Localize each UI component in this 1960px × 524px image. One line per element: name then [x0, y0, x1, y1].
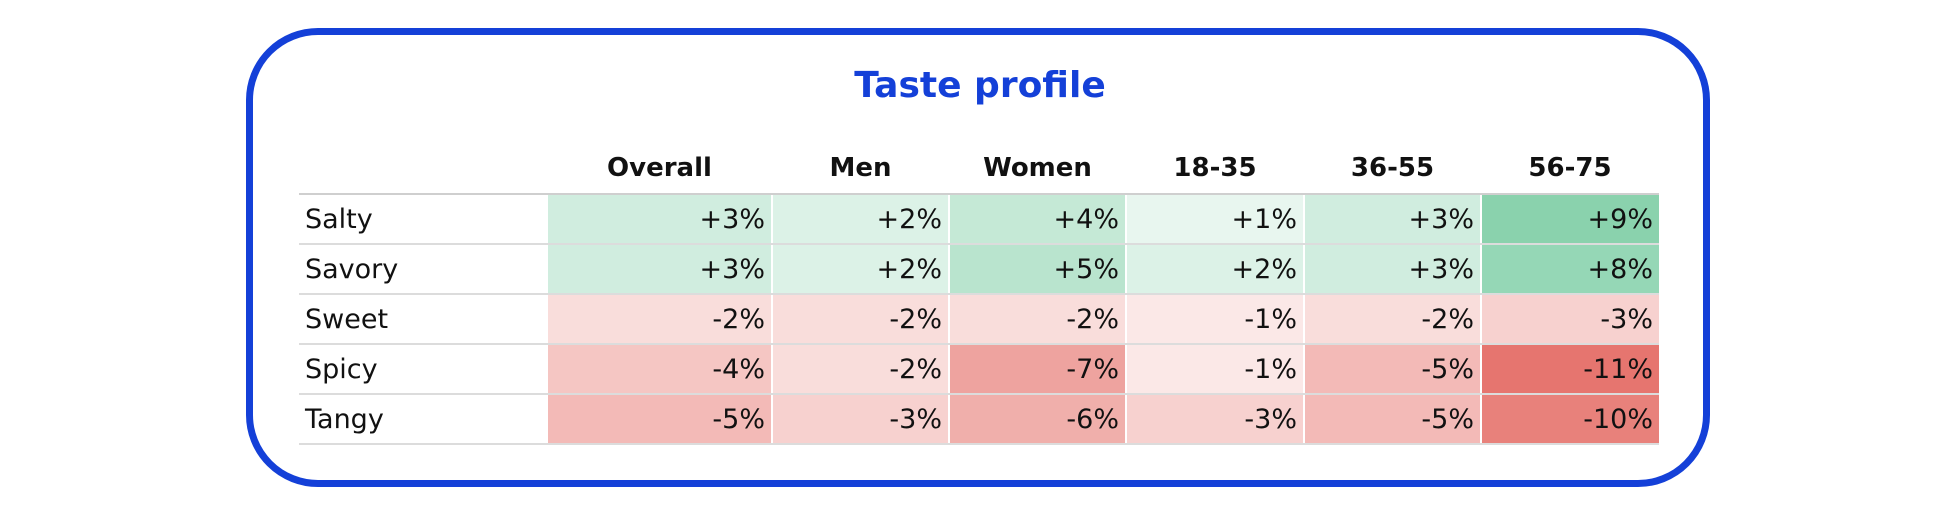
- row-label: Salty: [299, 194, 547, 245]
- heatmap-cell: +3%: [1303, 244, 1481, 295]
- heatmap-cell: +9%: [1480, 194, 1659, 245]
- column-header: Overall: [547, 143, 772, 195]
- column-header: 18-35: [1126, 143, 1304, 195]
- table-row: Sweet -2% -2% -2% -1% -2% -3%: [299, 294, 1659, 345]
- column-header: 36-55: [1304, 143, 1481, 195]
- heatmap-cell: -2%: [1303, 294, 1481, 345]
- heatmap-cell: -2%: [771, 294, 949, 345]
- heatmap-cell: -5%: [546, 394, 772, 445]
- column-header: Women: [949, 143, 1126, 195]
- heatmap-cell: -5%: [1303, 344, 1481, 395]
- heatmap-cell: -1%: [1125, 294, 1304, 345]
- heatmap-cell: -6%: [948, 394, 1126, 445]
- heatmap-cell: +4%: [948, 194, 1126, 245]
- row-label-header: [299, 143, 547, 195]
- row-label: Sweet: [299, 294, 547, 345]
- table-row: Tangy -5% -3% -6% -3% -5% -10%: [299, 394, 1659, 445]
- heatmap-cell: -4%: [546, 344, 772, 395]
- table-row: Savory +3% +2% +5% +2% +3% +8%: [299, 244, 1659, 295]
- heatmap-cell: -3%: [1125, 394, 1304, 445]
- heatmap-cell: -5%: [1303, 394, 1481, 445]
- heatmap-cell: -2%: [546, 294, 772, 345]
- column-header: Men: [772, 143, 949, 195]
- header-row: Overall Men Women 18-35 36-55 56-75: [299, 143, 1659, 195]
- row-label: Savory: [299, 244, 547, 295]
- heatmap-cell: +5%: [948, 244, 1126, 295]
- table-row: Spicy -4% -2% -7% -1% -5% -11%: [299, 344, 1659, 395]
- heatmap-cell: +3%: [546, 194, 772, 245]
- heatmap-cell: -11%: [1480, 344, 1659, 395]
- heatmap-cell: -3%: [771, 394, 949, 445]
- heatmap-cell: +8%: [1480, 244, 1659, 295]
- column-header: 56-75: [1481, 143, 1659, 195]
- heatmap-cell: +2%: [1125, 244, 1304, 295]
- row-label: Spicy: [299, 344, 547, 395]
- heatmap-table: Overall Men Women 18-35 36-55 56-75 Salt…: [299, 143, 1659, 445]
- heatmap-cell: +3%: [546, 244, 772, 295]
- chart-title: Taste profile: [854, 65, 1106, 106]
- heatmap-cell: -1%: [1125, 344, 1304, 395]
- row-label: Tangy: [299, 394, 547, 445]
- heatmap-cell: -2%: [771, 344, 949, 395]
- heatmap-cell: -7%: [948, 344, 1126, 395]
- heatmap-cell: -2%: [948, 294, 1126, 345]
- heatmap-cell: +3%: [1303, 194, 1481, 245]
- heatmap-cell: +1%: [1125, 194, 1304, 245]
- table-row: Salty +3% +2% +4% +1% +3% +9%: [299, 194, 1659, 245]
- heatmap-body: Salty +3% +2% +4% +1% +3% +9% Savory +3% +2% +5% +2…: [299, 194, 1659, 445]
- heatmap-cell: -3%: [1480, 294, 1659, 345]
- heatmap-cell: -10%: [1480, 394, 1659, 445]
- heatmap-cell: +2%: [771, 194, 949, 245]
- heatmap-cell: +2%: [771, 244, 949, 295]
